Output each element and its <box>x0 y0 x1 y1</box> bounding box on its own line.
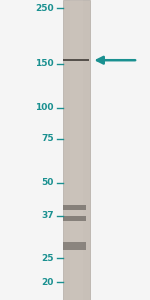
Text: 20: 20 <box>42 278 54 287</box>
Bar <box>63 0 90 300</box>
Text: 100: 100 <box>36 103 54 112</box>
Text: 75: 75 <box>41 134 54 143</box>
Bar <box>63 242 86 250</box>
Text: 25: 25 <box>42 254 54 263</box>
Text: 50: 50 <box>42 178 54 188</box>
Bar <box>63 216 86 221</box>
Bar <box>63 59 89 61</box>
Bar <box>70 0 83 300</box>
Text: 250: 250 <box>35 4 54 13</box>
Bar <box>63 205 86 210</box>
Text: 150: 150 <box>35 59 54 68</box>
Text: 37: 37 <box>41 211 54 220</box>
